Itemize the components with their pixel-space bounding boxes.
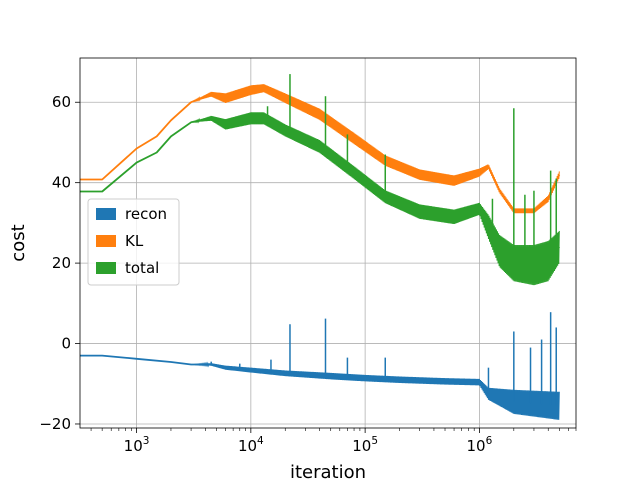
legend-swatch-recon (96, 208, 116, 220)
legend-swatch-kl (96, 235, 116, 247)
series-total (80, 74, 561, 286)
legend-label-total: total (125, 259, 159, 277)
y-tick-label: −20 (39, 415, 71, 433)
x-tick-exponent: 6 (486, 435, 493, 447)
legend-label-kl: KL (125, 232, 144, 250)
grid (80, 58, 576, 428)
x-axis-label: iteration (290, 462, 366, 480)
x-tick-label: 104 (238, 435, 264, 455)
x-tick-base: 10 (238, 437, 257, 455)
y-tick-label: 40 (52, 174, 71, 192)
x-tick-exponent: 4 (257, 435, 264, 447)
legend: recon KL total (87, 198, 180, 286)
series-kl (80, 84, 561, 214)
series-band-recon (194, 361, 560, 420)
series-band-kl (192, 84, 560, 214)
y-tick-label: 60 (52, 93, 71, 111)
y-axis-label: cost (8, 224, 29, 261)
x-tick-label: 103 (124, 435, 150, 455)
x-tick-base: 10 (124, 437, 143, 455)
y-tick-label: 0 (61, 335, 71, 353)
x-tick-label: 106 (467, 435, 493, 455)
plot-area (80, 74, 561, 420)
series-recon (80, 312, 560, 420)
x-tick-base: 10 (352, 437, 371, 455)
y-tick-label: 20 (52, 254, 71, 272)
series-band-total (192, 112, 560, 286)
legend-swatch-total (96, 262, 116, 274)
legend-label-recon: recon (125, 205, 167, 223)
x-tick-label: 105 (352, 435, 378, 455)
axes-frame (79, 57, 577, 429)
x-tick-base: 10 (467, 437, 486, 455)
x-tick-exponent: 5 (371, 435, 378, 447)
x-tick-exponent: 3 (143, 435, 150, 447)
